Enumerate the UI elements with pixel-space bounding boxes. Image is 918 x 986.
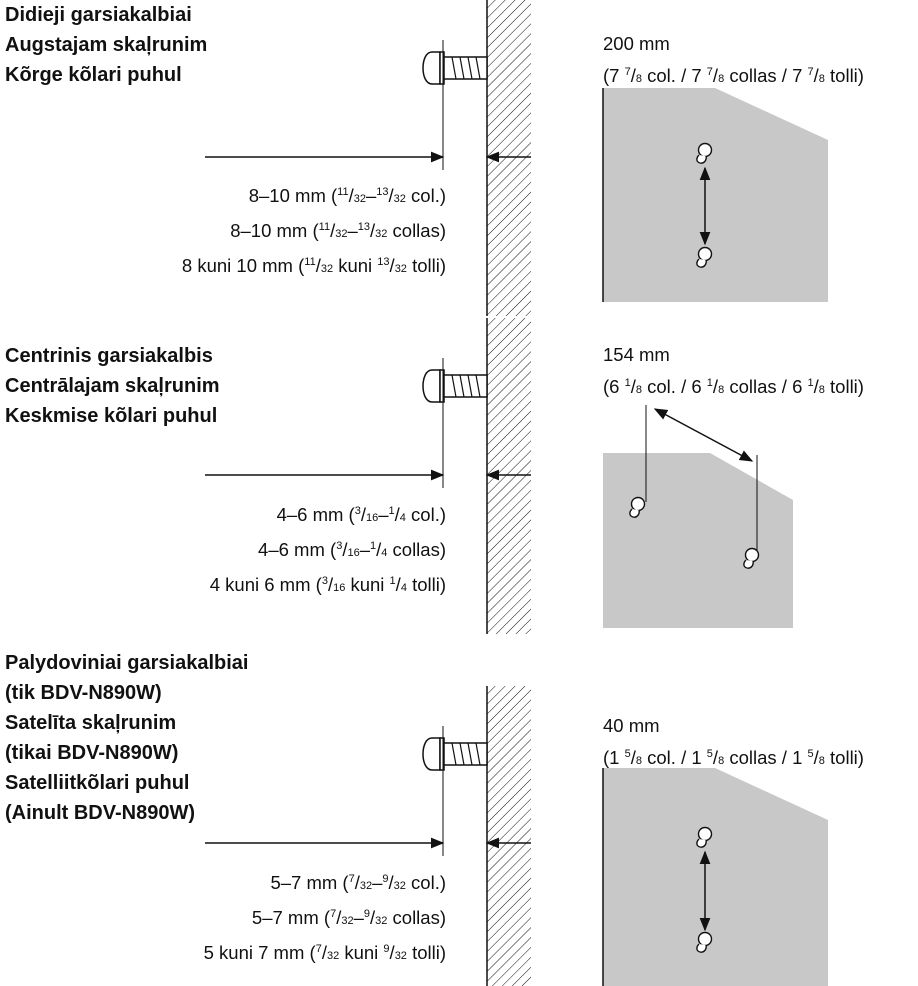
spacing-mm: 154 mm: [603, 344, 670, 365]
spacing-mm: 200 mm: [603, 33, 670, 54]
dim-line-lv: 8–10 mm (11/32–13/32 collas): [230, 220, 446, 241]
dim-line-lv: 5–7 mm (7/32–9/32 collas): [251, 907, 446, 928]
speaker-back-panel: [602, 768, 828, 986]
spacing-inches: (6 1/8 col. / 6 1/8 collas / 6 1/8 tolli…: [603, 376, 864, 397]
section-heading: Centrinis garsiakalbis Centrālajam skaļr…: [5, 341, 220, 431]
speaker-back-panel: [602, 88, 828, 302]
dim-line-lt: 4–6 mm (3/16–1/4 col.): [276, 504, 446, 525]
dim-line-et: 8 kuni 10 mm (11/32 kuni 13/32 tolli): [181, 255, 446, 276]
dim-line-lv: 4–6 mm (3/16–1/4 collas): [258, 539, 446, 560]
heading-line: Centrinis garsiakalbis: [5, 345, 213, 367]
heading-line: Kõrge kõlari puhul: [5, 64, 182, 86]
dim-line-et: 4 kuni 6 mm (3/16 kuni 1/4 tolli): [209, 574, 446, 595]
heading-line: (tik BDV-N890W): [5, 682, 162, 704]
screw-protrusion-text: 8–10 mm (11/32–13/32 col.) 8–10 mm (11/3…: [182, 178, 446, 283]
wall-screw-diagram: [205, 318, 531, 634]
heading-line: Keskmise kõlari puhul: [5, 405, 218, 427]
spacing-inches: (1 5/8 col. / 1 5/8 collas / 1 5/8 tolli…: [603, 747, 864, 768]
dim-line-et: 5 kuni 7 mm (7/32 kuni 9/32 tolli): [203, 942, 446, 963]
screw-spacing-text: 154 mm (6 1/8 col. / 6 1/8 collas / 6 1/…: [603, 341, 864, 404]
heading-line: Didieji garsiakalbiai: [5, 4, 192, 26]
heading-line: (Ainult BDV-N890W): [5, 802, 195, 824]
heading-line: Palydoviniai garsiakalbiai: [5, 652, 249, 674]
heading-line: Satelliitkõlari puhul: [5, 772, 190, 794]
screw-protrusion-text: 4–6 mm (3/16–1/4 col.) 4–6 mm (3/16–1/4 …: [210, 497, 446, 602]
screw-spacing-text: 200 mm (7 7/8 col. / 7 7/8 collas / 7 7/…: [603, 30, 864, 93]
heading-line: Augstajam skaļrunim: [5, 34, 208, 56]
dim-line-lt: 5–7 mm (7/32–9/32 col.): [270, 872, 446, 893]
screw-protrusion-text: 5–7 mm (7/32–9/32 col.) 5–7 mm (7/32–9/3…: [204, 865, 446, 970]
spacing-inches: (7 7/8 col. / 7 7/8 collas / 7 7/8 tolli…: [603, 65, 864, 86]
dim-line-lt: 8–10 mm (11/32–13/32 col.): [248, 185, 446, 206]
speaker-back-panel: [603, 405, 793, 628]
wall-screw-diagram: [205, 0, 531, 316]
section-heading: Palydoviniai garsiakalbiai (tik BDV-N890…: [5, 648, 248, 828]
heading-line: (tikai BDV-N890W): [5, 742, 179, 764]
heading-line: Centrālajam skaļrunim: [5, 375, 220, 397]
screw-spacing-text: 40 mm (1 5/8 col. / 1 5/8 collas / 1 5/8…: [603, 712, 864, 775]
section-heading: Didieji garsiakalbiai Augstajam skaļruni…: [5, 0, 207, 90]
spacing-mm: 40 mm: [603, 715, 660, 736]
wall-screw-diagram: [205, 686, 531, 986]
heading-line: Satelīta skaļrunim: [5, 712, 177, 734]
